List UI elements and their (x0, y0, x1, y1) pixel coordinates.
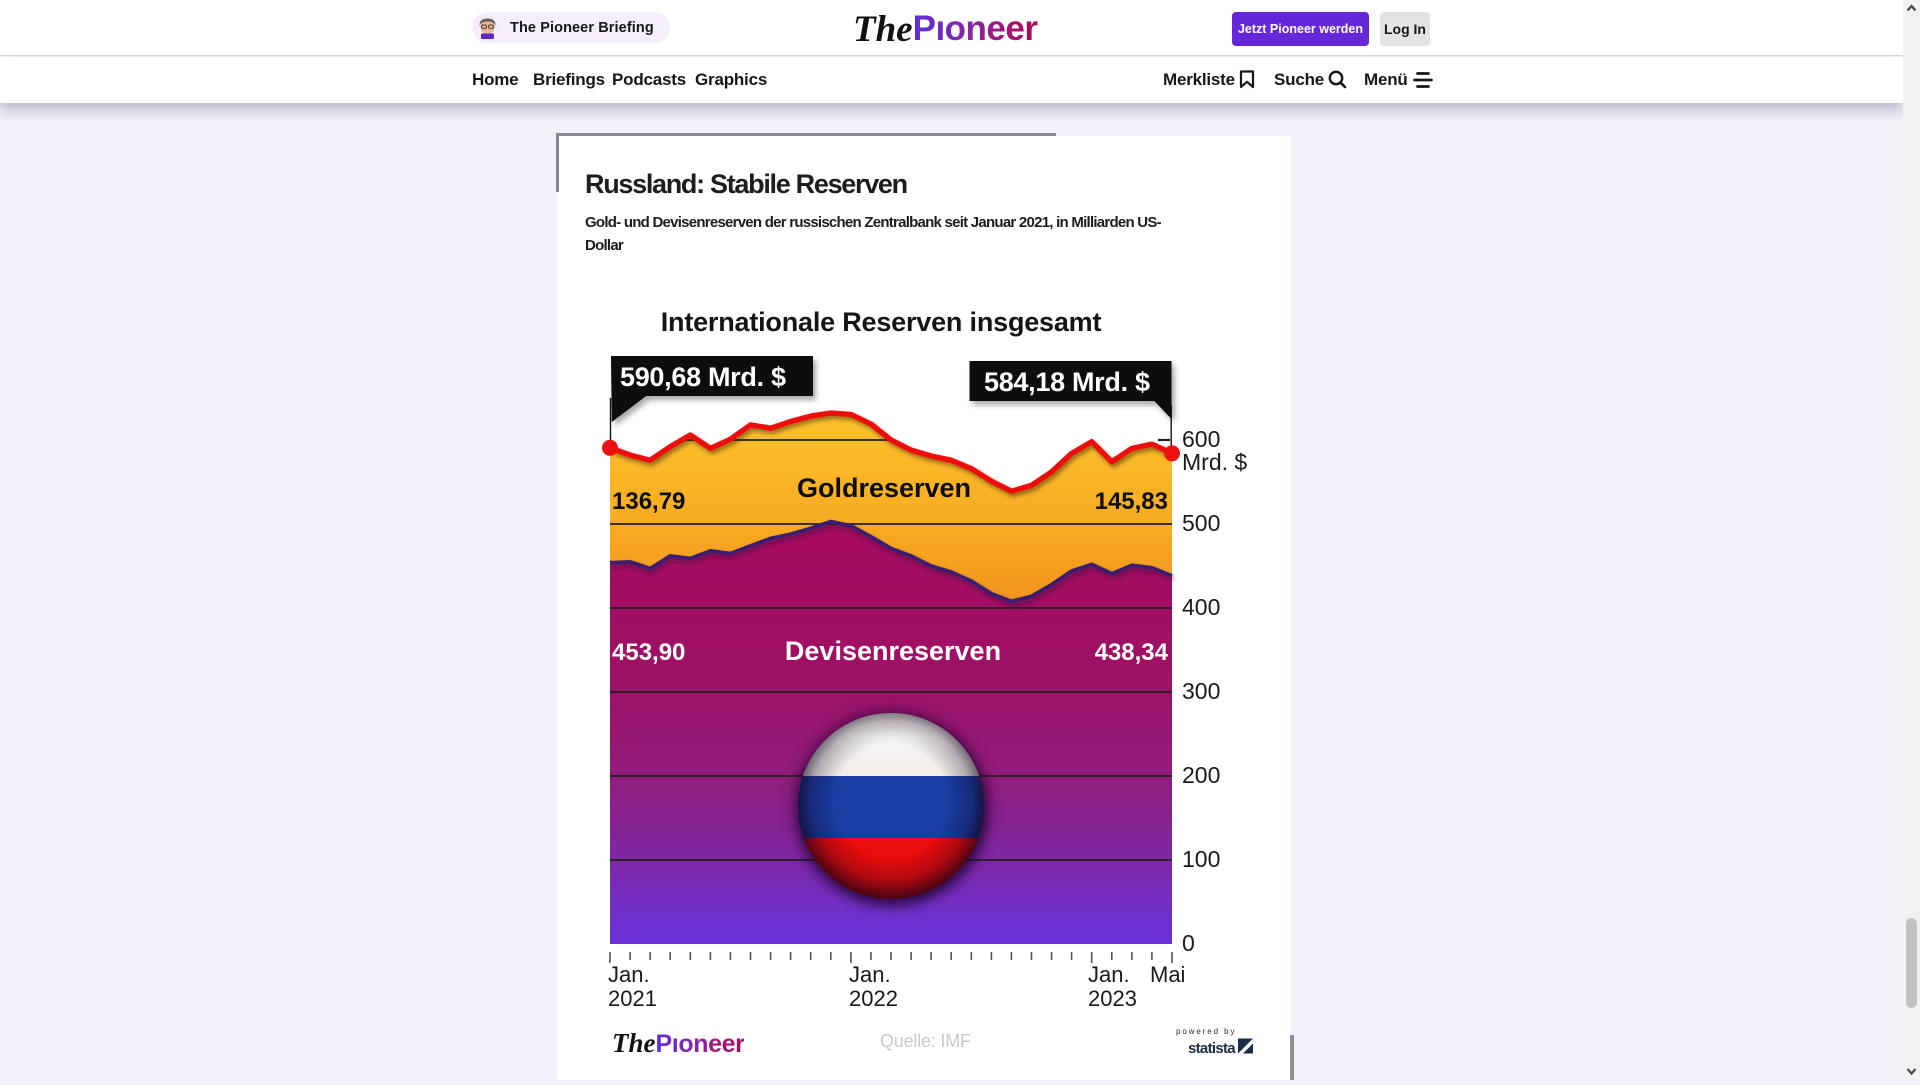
svg-text:2021: 2021 (608, 986, 657, 1011)
svg-text:200: 200 (1182, 762, 1220, 788)
svg-text:Mrd. $: Mrd. $ (1182, 449, 1247, 475)
svg-text:Devisenreserven: Devisenreserven (785, 636, 1001, 666)
svg-text:300: 300 (1182, 678, 1220, 704)
svg-text:453,90: 453,90 (612, 639, 685, 666)
svg-text:2022: 2022 (849, 986, 898, 1011)
svg-text:0: 0 (1182, 930, 1195, 956)
svg-text:powered by: powered by (1176, 1027, 1236, 1036)
svg-text:500: 500 (1182, 510, 1220, 536)
svg-text:Jan.: Jan. (849, 962, 891, 987)
svg-text:600: 600 (1182, 426, 1220, 452)
svg-text:Mai: Mai (1150, 962, 1185, 987)
svg-text:2023: 2023 (1088, 986, 1137, 1011)
svg-text:Goldreserven: Goldreserven (797, 473, 971, 503)
svg-text:145,83: 145,83 (1095, 488, 1168, 515)
svg-text:400: 400 (1182, 594, 1220, 620)
svg-text:584,18 Mrd. $: 584,18 Mrd. $ (984, 367, 1150, 397)
svg-text:136,79: 136,79 (612, 488, 685, 515)
svg-text:Jan.: Jan. (608, 962, 650, 987)
svg-text:438,34: 438,34 (1095, 639, 1169, 666)
svg-text:590,68 Mrd. $: 590,68 Mrd. $ (620, 362, 786, 392)
svg-text:100: 100 (1182, 846, 1220, 872)
svg-text:Jan.: Jan. (1088, 962, 1130, 987)
svg-text:statista: statista (1188, 1040, 1236, 1057)
